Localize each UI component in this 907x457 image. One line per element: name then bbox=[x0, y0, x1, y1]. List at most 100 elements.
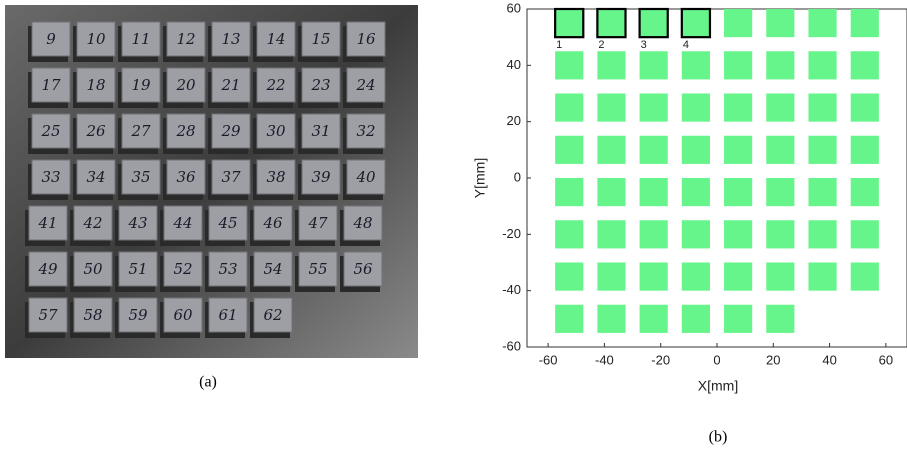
point bbox=[640, 263, 668, 291]
point bbox=[682, 220, 710, 248]
cube-label: 59 bbox=[128, 306, 148, 324]
cube-label: 49 bbox=[37, 260, 58, 278]
cube-label: 34 bbox=[86, 168, 105, 186]
cube-label: 61 bbox=[218, 306, 237, 324]
point bbox=[555, 305, 583, 333]
point bbox=[597, 9, 625, 37]
point bbox=[555, 9, 583, 37]
cube-label: 57 bbox=[38, 306, 58, 324]
point bbox=[640, 51, 668, 79]
point bbox=[766, 178, 794, 206]
y-tick-label: -40 bbox=[502, 282, 521, 297]
point bbox=[851, 263, 879, 291]
point bbox=[597, 178, 625, 206]
point bbox=[766, 263, 794, 291]
x-tick-label: 0 bbox=[713, 352, 720, 367]
cube-label: 46 bbox=[262, 214, 283, 232]
cube-label: 54 bbox=[263, 260, 282, 278]
y-tick-label: 40 bbox=[507, 57, 521, 72]
point bbox=[766, 94, 794, 122]
point bbox=[724, 51, 752, 79]
point bbox=[682, 9, 710, 37]
point bbox=[640, 9, 668, 37]
point bbox=[555, 178, 583, 206]
point bbox=[851, 94, 879, 122]
point bbox=[766, 136, 794, 164]
cube-label: 35 bbox=[131, 168, 150, 186]
point bbox=[766, 220, 794, 248]
point bbox=[724, 220, 752, 248]
x-tick-label: 20 bbox=[766, 352, 780, 367]
highlight-label: 4 bbox=[683, 39, 689, 51]
cube-label: 16 bbox=[356, 30, 376, 48]
point bbox=[597, 94, 625, 122]
caption: (a) bbox=[199, 374, 217, 391]
point bbox=[555, 220, 583, 248]
y-axis-label: Y[mm] bbox=[472, 158, 488, 198]
x-tick-label: -60 bbox=[539, 352, 558, 367]
point bbox=[724, 9, 752, 37]
x-tick-label: -40 bbox=[595, 352, 614, 367]
cube-label: 53 bbox=[218, 260, 237, 278]
point bbox=[851, 178, 879, 206]
cube-label: 50 bbox=[83, 260, 103, 278]
plot-area bbox=[527, 9, 907, 347]
cube-label: 14 bbox=[266, 30, 285, 48]
cube-label: 23 bbox=[310, 76, 330, 94]
point bbox=[808, 51, 836, 79]
cube-label: 26 bbox=[85, 122, 106, 140]
point bbox=[724, 178, 752, 206]
cube-label: 41 bbox=[37, 214, 57, 232]
cube-label: 36 bbox=[176, 168, 196, 186]
cube-label: 58 bbox=[83, 306, 102, 324]
cube-label: 13 bbox=[221, 30, 240, 48]
cube-label: 60 bbox=[173, 306, 193, 324]
cube-label: 10 bbox=[86, 30, 106, 48]
point bbox=[555, 51, 583, 79]
figure: 9101112131415161718192021222324252627282… bbox=[0, 0, 907, 452]
x-axis-label: X[mm] bbox=[698, 378, 738, 394]
cube-label: 29 bbox=[220, 122, 241, 140]
photo: 9101112131415161718192021222324252627282… bbox=[5, 5, 418, 358]
point bbox=[724, 305, 752, 333]
cube-label: 18 bbox=[86, 76, 105, 94]
highlight-label: 1 bbox=[556, 39, 562, 51]
point bbox=[682, 51, 710, 79]
cube-label: 45 bbox=[217, 214, 237, 232]
cube-label: 11 bbox=[131, 30, 150, 48]
cube-label: 31 bbox=[311, 122, 330, 140]
highlight-label: 3 bbox=[641, 39, 647, 51]
cube-label: 55 bbox=[308, 260, 327, 278]
cube-label: 37 bbox=[221, 168, 241, 186]
point bbox=[597, 51, 625, 79]
highlight-label: 2 bbox=[598, 39, 604, 51]
y-tick-label: 0 bbox=[514, 169, 521, 184]
point bbox=[640, 220, 668, 248]
cube-label: 28 bbox=[175, 122, 195, 140]
y-tick-label: 60 bbox=[507, 0, 521, 15]
x-tick-label: -20 bbox=[651, 352, 670, 367]
cube-label: 30 bbox=[266, 122, 286, 140]
cube-label: 33 bbox=[41, 168, 60, 186]
point bbox=[724, 263, 752, 291]
cube-label: 32 bbox=[356, 122, 375, 140]
cube-label: 52 bbox=[173, 260, 192, 278]
point bbox=[682, 136, 710, 164]
cube-label: 12 bbox=[176, 30, 195, 48]
point bbox=[597, 136, 625, 164]
point bbox=[682, 178, 710, 206]
cube-label: 25 bbox=[40, 122, 60, 140]
cube-label: 9 bbox=[46, 30, 56, 48]
y-tick-label: -60 bbox=[502, 338, 521, 353]
cube-label: 38 bbox=[266, 168, 285, 186]
point bbox=[640, 305, 668, 333]
point bbox=[724, 94, 752, 122]
point bbox=[640, 136, 668, 164]
point bbox=[766, 51, 794, 79]
point bbox=[766, 305, 794, 333]
point bbox=[808, 220, 836, 248]
point bbox=[597, 305, 625, 333]
cube-label: 17 bbox=[41, 76, 61, 94]
y-tick-label: 20 bbox=[507, 113, 521, 128]
